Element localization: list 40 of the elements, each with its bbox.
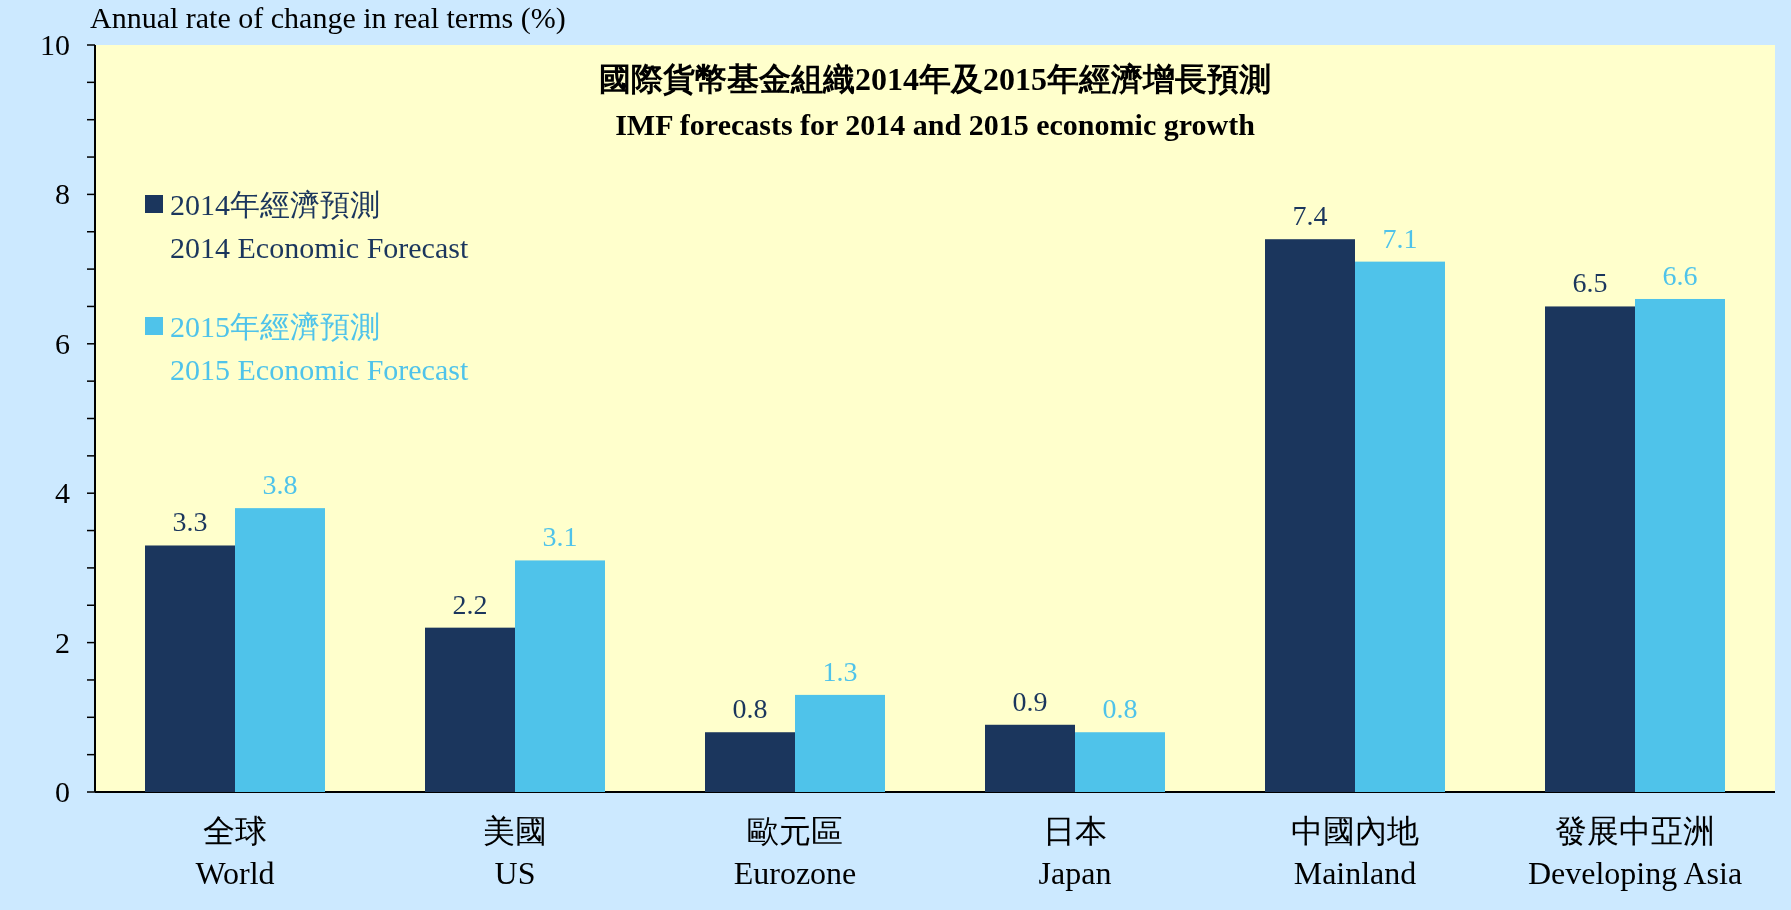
- x-tick-label: 發展中亞洲 Developing Asia: [1527, 813, 1743, 891]
- bar: [1635, 298, 1725, 792]
- x-tick-label: 美國 US: [483, 813, 547, 891]
- y-tick-label: 4: [55, 476, 70, 510]
- data-label: 3.1: [542, 521, 578, 553]
- bar: [1265, 239, 1355, 792]
- data-label: 0.9: [1012, 685, 1048, 717]
- y-tick-label: 6: [55, 326, 70, 360]
- bar: [235, 508, 325, 792]
- data-label: 7.4: [1292, 200, 1328, 232]
- y-tick-label: 10: [40, 28, 70, 61]
- x-tick-label: 中國內地 Mainland: [1291, 813, 1419, 891]
- legend-label: 2014年經濟預測 2014 Economic Forecast: [170, 188, 469, 264]
- bar: [425, 627, 515, 792]
- bar: [145, 545, 235, 792]
- bar: [1075, 732, 1165, 792]
- bar: [985, 724, 1075, 792]
- bar: [795, 694, 885, 792]
- title: 國際貨幣基金組織2014年及2015年經濟增長預測 IMF forecasts for 2014 and 2015 economic growth: [599, 61, 1271, 141]
- legend-label: 2015年經濟預測 2015 Economic Forecast: [170, 310, 469, 386]
- bar: [515, 560, 605, 792]
- bar: [1355, 261, 1445, 792]
- data-label: 0.8: [1102, 693, 1138, 725]
- bar: [705, 732, 795, 792]
- y-tick-label: 2: [55, 625, 70, 659]
- data-label: 6.5: [1572, 267, 1608, 299]
- data-label: 1.3: [822, 655, 858, 687]
- data-label: 2.2: [452, 588, 488, 620]
- data-label: 6.6: [1662, 259, 1698, 291]
- bar: [1545, 306, 1635, 792]
- x-tick-label: 全球 World: [195, 813, 275, 891]
- y-tick-label: 8: [55, 177, 70, 211]
- x-tick-label: 歐元區 Eurozone: [733, 813, 857, 891]
- x-tick-label: 日本 Japan: [1038, 813, 1112, 891]
- data-label: 7.1: [1382, 222, 1418, 254]
- data-label: 3.3: [172, 506, 208, 538]
- y-tick-label: 0: [55, 775, 70, 808]
- data-label: 0.8: [732, 693, 768, 725]
- y-axis-title: Annual rate of change in real terms (%): [90, 1, 566, 35]
- data-label: 3.8: [262, 469, 298, 501]
